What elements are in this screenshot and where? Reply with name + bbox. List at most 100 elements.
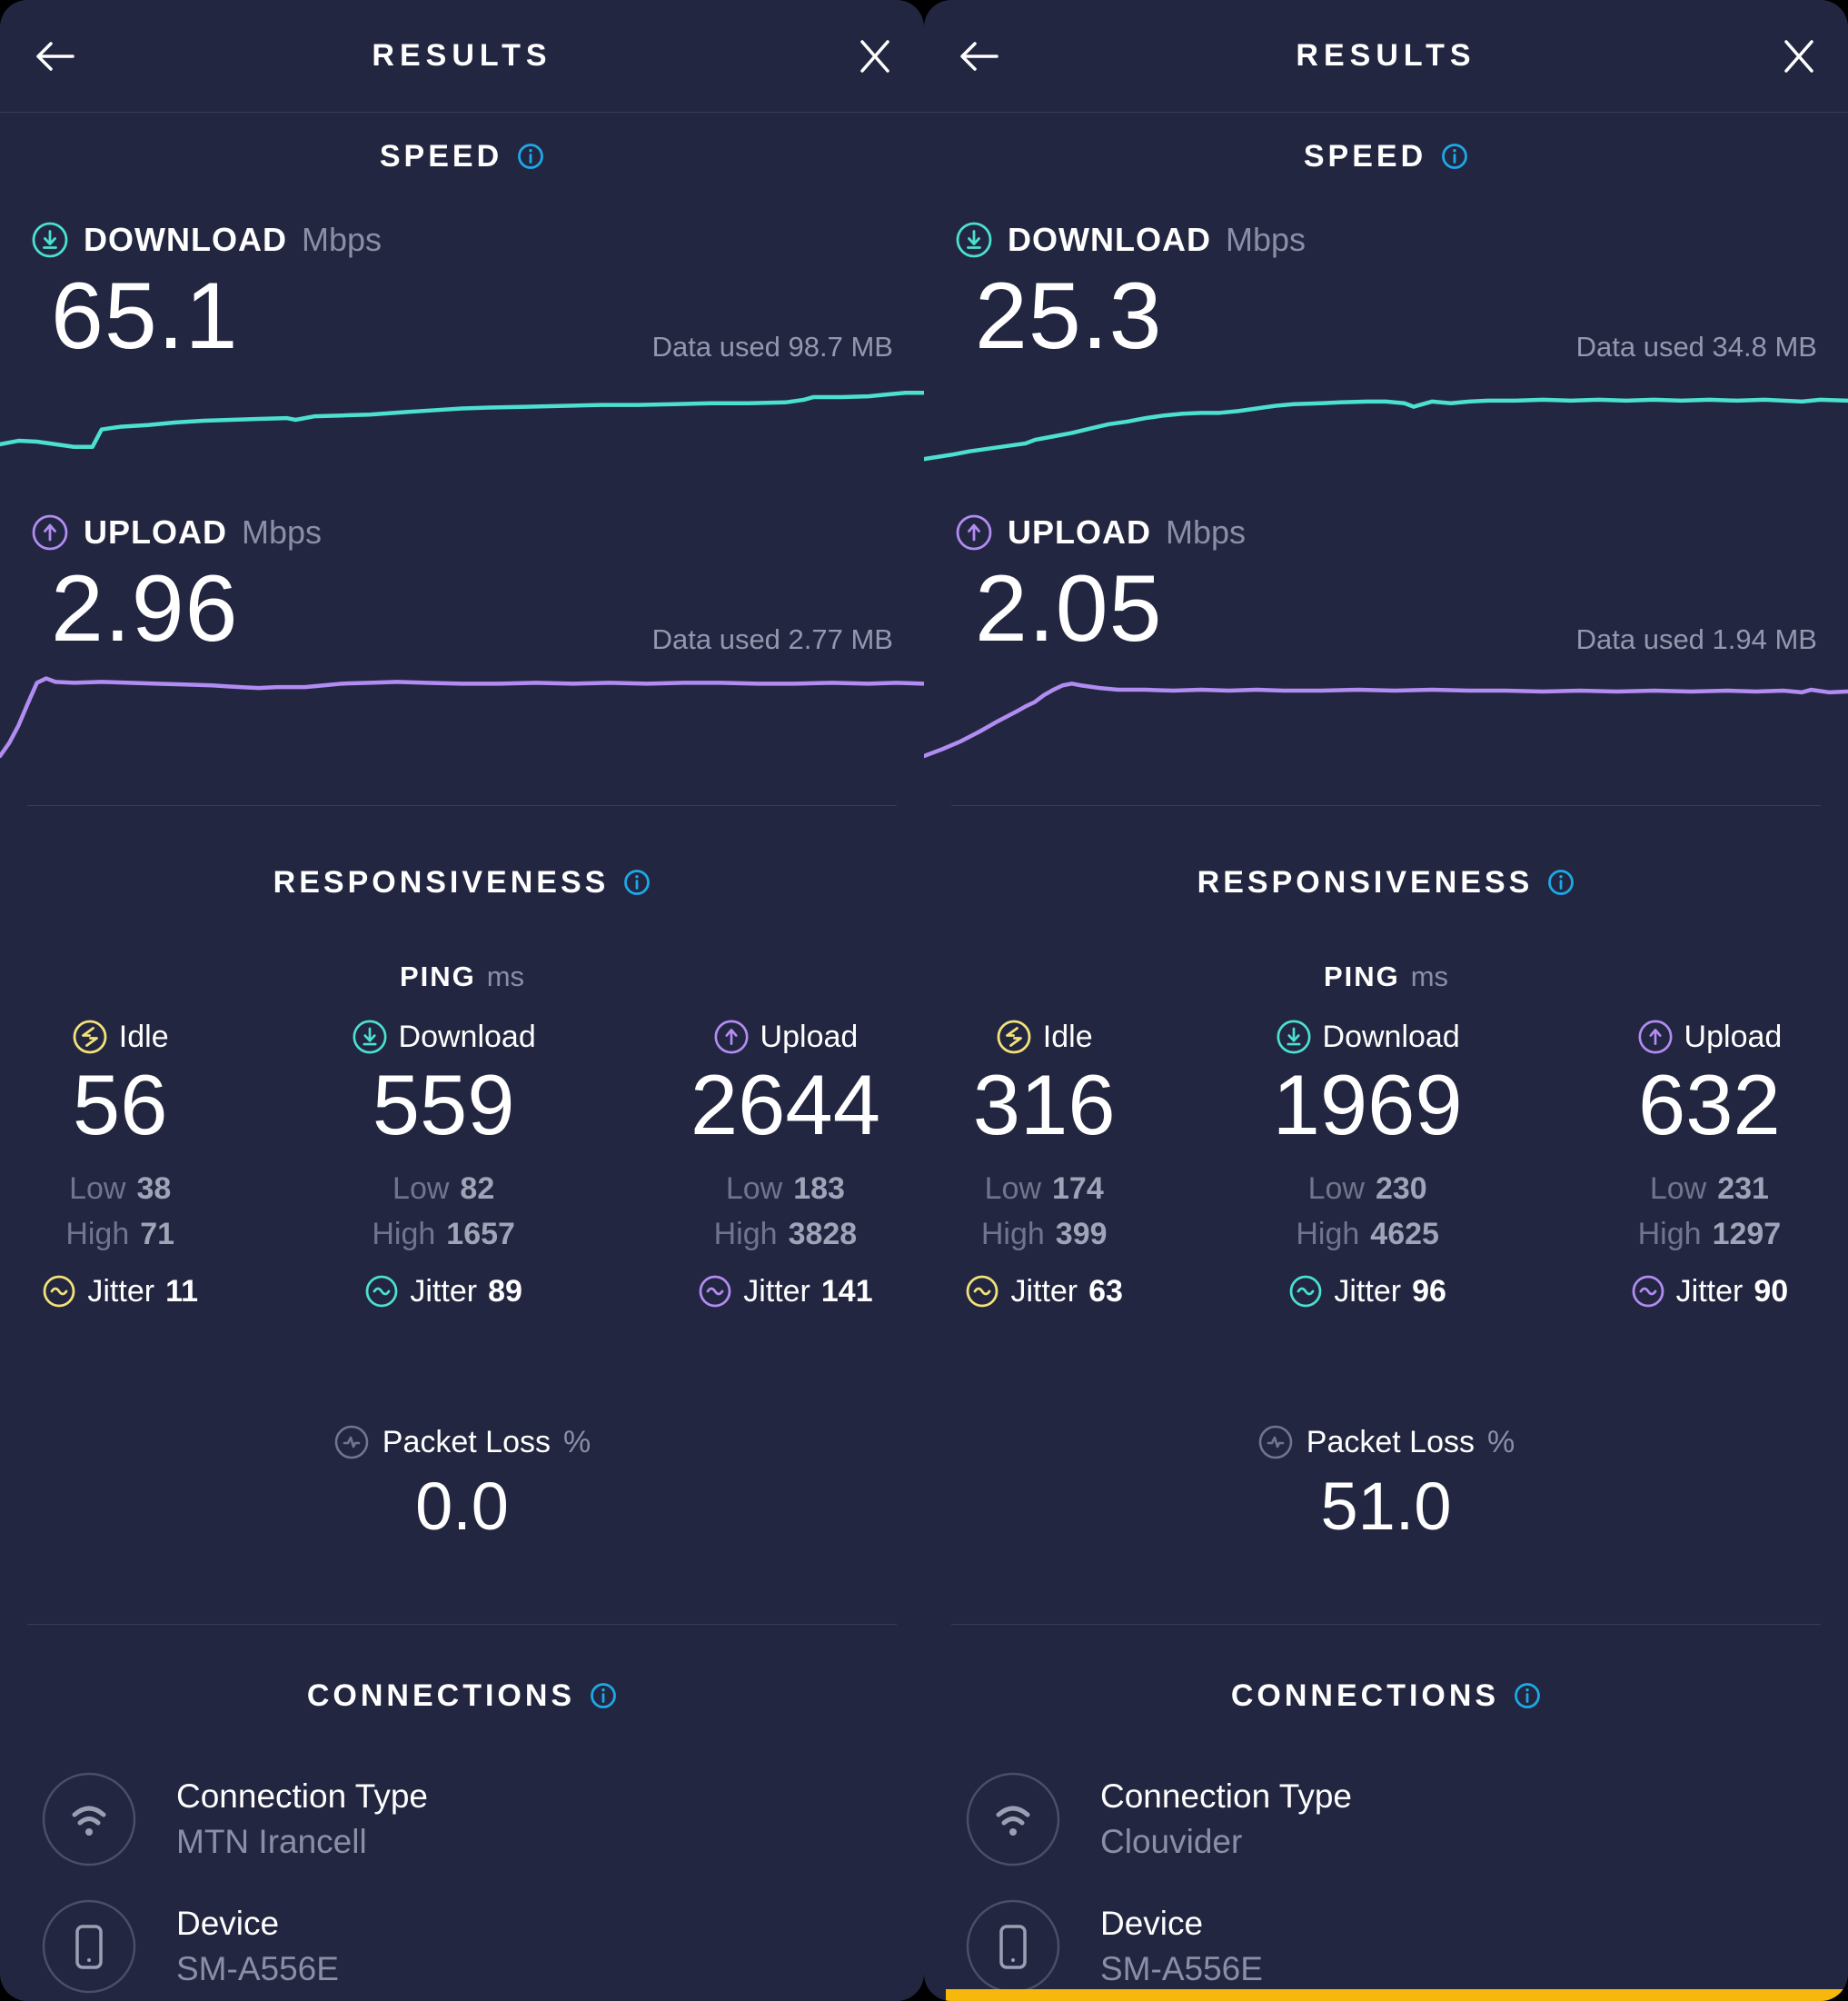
low-value: 230	[1375, 1171, 1427, 1206]
jitter-icon	[1289, 1275, 1322, 1308]
packet-loss-label: Packet Loss	[1306, 1424, 1475, 1459]
jitter-value: 90	[1754, 1273, 1789, 1309]
upload-data-used: Data used 2.77 MB	[651, 623, 893, 655]
device-label: Device	[176, 1905, 280, 1942]
ping-col-upload: Upload 632 Low 231 High 1297 Jitter 90	[1571, 1015, 1848, 1311]
download-unit: Mbps	[301, 221, 382, 258]
download-ping-label: Download	[1322, 1019, 1460, 1054]
ping-col-upload: Upload 2644 Low 183 High 3828 Jitter 141	[647, 1015, 924, 1311]
jitter-value: 96	[1412, 1273, 1446, 1309]
ping-header: PING ms	[0, 961, 924, 997]
low-value: 38	[136, 1171, 172, 1206]
low-label: Low	[1649, 1171, 1707, 1206]
high-label: High	[713, 1217, 778, 1251]
ping-col-download: Download 1969 Low 230 High 4625 Jitter 96	[1164, 1015, 1570, 1311]
connections-section-title: CONNECTIONS	[1230, 1677, 1500, 1713]
info-icon[interactable]	[1514, 1682, 1541, 1709]
high-value: 1297	[1712, 1217, 1782, 1251]
upload-icon	[1638, 1020, 1673, 1054]
low-label: Low	[69, 1171, 126, 1206]
low-label: Low	[392, 1171, 450, 1206]
info-icon[interactable]	[1441, 143, 1468, 170]
download-label: DOWNLOAD	[1008, 221, 1211, 258]
page-title: RESULTS	[1296, 38, 1476, 73]
connection-type-row: Connection Type MTN Irancell	[42, 1772, 924, 1867]
download-data-used: Data used 98.7 MB	[651, 331, 893, 363]
wifi-icon	[966, 1772, 1060, 1867]
packet-loss-value: 0.0	[415, 1468, 509, 1544]
phone-icon	[42, 1899, 136, 1994]
jitter-value: 63	[1088, 1273, 1123, 1309]
idle-icon	[73, 1020, 107, 1054]
download-icon	[956, 222, 992, 258]
info-icon[interactable]	[517, 143, 544, 170]
connections-section-title: CONNECTIONS	[306, 1677, 576, 1713]
close-icon	[860, 39, 889, 73]
upload-speed-block: UPLOAD Mbps 2.96 Data used 2.77 MB	[0, 511, 924, 756]
low-value: 82	[460, 1171, 495, 1206]
packet-loss-header: Packet Loss %	[0, 1422, 924, 1462]
idle-label: Idle	[1042, 1019, 1093, 1054]
info-icon[interactable]	[623, 869, 651, 896]
packet-loss-icon	[1258, 1425, 1293, 1459]
high-value: 4625	[1370, 1217, 1439, 1251]
download-unit: Mbps	[1225, 221, 1306, 258]
close-button[interactable]	[857, 38, 893, 75]
ping-col-idle: Idle 316 Low 174 High 399 Jitter 63	[924, 1015, 1164, 1311]
device-value: SM-A556E	[176, 1950, 339, 1987]
connection-type-value: MTN Irancell	[176, 1823, 367, 1860]
ping-unit: ms	[1410, 961, 1449, 992]
ping-col-download: Download 559 Low 82 High 1657 Jitter 89	[240, 1015, 646, 1311]
speedtest-results-screen-left: RESULTS SPEED DOWNLOAD Mbps 65.1 Data us…	[0, 0, 924, 2001]
connection-type-row: Connection Type Clouvider	[966, 1772, 1848, 1867]
low-label: Low	[984, 1171, 1042, 1206]
speed-section-title: SPEED	[379, 138, 503, 174]
low-label: Low	[725, 1171, 783, 1206]
wifi-icon	[42, 1772, 136, 1867]
section-divider	[27, 1624, 897, 1625]
connection-type-label: Connection Type	[1100, 1777, 1353, 1815]
download-ping-value: 559	[372, 1057, 515, 1152]
phone-icon	[966, 1899, 1060, 1994]
high-value: 1657	[446, 1217, 515, 1251]
high-label: High	[1637, 1217, 1702, 1251]
responsiveness-section-header: RESPONSIVENESS	[924, 862, 1848, 902]
header: RESULTS	[0, 0, 924, 113]
jitter-value: 11	[165, 1273, 199, 1309]
upload-speed-chart	[924, 669, 1848, 756]
upload-ping-label: Upload	[1684, 1019, 1783, 1054]
info-icon[interactable]	[590, 1682, 617, 1709]
download-value: 65.1	[51, 264, 239, 369]
upload-speed-block: UPLOAD Mbps 2.05 Data used 1.94 MB	[924, 511, 1848, 756]
upload-ping-label: Upload	[760, 1019, 859, 1054]
jitter-label: Jitter	[1010, 1273, 1078, 1309]
back-button[interactable]	[955, 38, 1002, 75]
bottom-accent-bar	[946, 1989, 1848, 2001]
info-icon[interactable]	[1547, 869, 1575, 896]
download-icon	[1277, 1020, 1311, 1054]
download-speed-chart	[924, 376, 1848, 463]
high-label: High	[372, 1217, 436, 1251]
low-value: 174	[1052, 1171, 1104, 1206]
jitter-value: 89	[488, 1273, 522, 1309]
ping-label: PING	[399, 961, 476, 992]
ping-col-idle: Idle 56 Low 38 High 71 Jitter 11	[0, 1015, 240, 1311]
idle-ping-value: 56	[72, 1057, 168, 1152]
jitter-label: Jitter	[743, 1273, 810, 1309]
packet-loss-icon	[334, 1425, 369, 1459]
packet-loss-label: Packet Loss	[382, 1424, 551, 1459]
back-button[interactable]	[31, 38, 78, 75]
packet-loss-header: Packet Loss %	[924, 1422, 1848, 1462]
header: RESULTS	[924, 0, 1848, 113]
ping-unit: ms	[486, 961, 525, 992]
close-button[interactable]	[1781, 38, 1817, 75]
ping-grid: Idle 56 Low 38 High 71 Jitter 11 Download …	[0, 1015, 924, 1311]
high-value: 399	[1055, 1217, 1108, 1251]
download-ping-value: 1969	[1272, 1057, 1463, 1152]
device-row: Device SM-A556E	[42, 1899, 924, 1994]
upload-data-used: Data used 1.94 MB	[1575, 623, 1817, 655]
speed-section-header: SPEED	[0, 136, 924, 176]
packet-loss-unit: %	[562, 1424, 591, 1459]
upload-label: UPLOAD	[84, 513, 227, 551]
upload-icon	[956, 514, 992, 551]
